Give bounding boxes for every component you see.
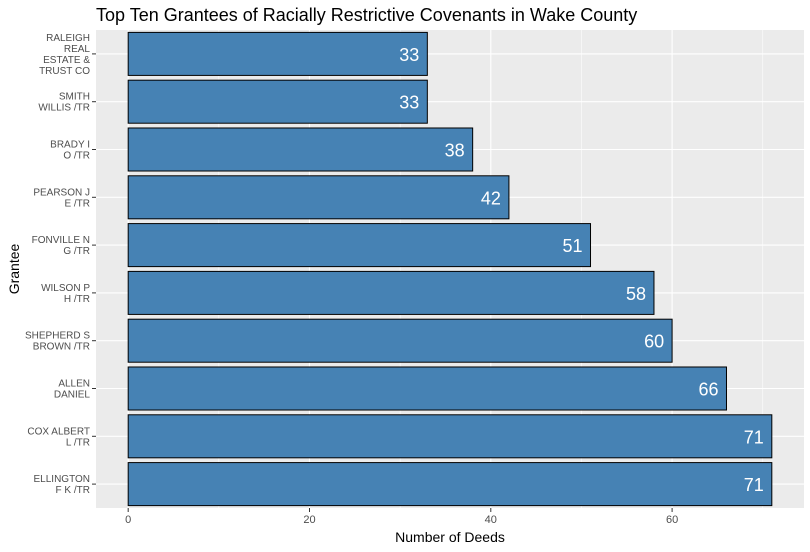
- y-tick-label: RALEIGH REAL ESTATE & TRUST CO: [39, 33, 90, 77]
- bar: [127, 31, 428, 76]
- bar-value-label: 58: [626, 284, 646, 304]
- bars: 33 33 38 42 51 58 60 66 71 71: [127, 31, 773, 507]
- bar: [127, 366, 727, 411]
- x-tick-label: 20: [303, 514, 315, 526]
- y-tick-label: SHEPHERD S BROWN /TR: [25, 331, 90, 353]
- bar: [127, 175, 510, 220]
- bar-value-label: 51: [562, 236, 582, 256]
- x-tick-labels: 0 20 40 60: [125, 508, 678, 526]
- bar-value-label: 38: [445, 141, 465, 161]
- x-axis-title: Number of Deeds: [395, 529, 505, 545]
- bar-value-label: 42: [481, 188, 501, 208]
- bar: [127, 223, 592, 268]
- chart-title: Top Ten Grantees of Racially Restrictive…: [96, 5, 638, 25]
- bar-value-label: 71: [744, 475, 764, 495]
- bar-value-label: 66: [698, 380, 718, 400]
- x-tick-label: 60: [666, 514, 678, 526]
- y-tick-labels: RALEIGH REAL ESTATE & TRUST CO SMITH WILLIS /…: [25, 33, 96, 496]
- bar-value-label: 60: [644, 332, 664, 352]
- x-tick-label: 40: [485, 514, 497, 526]
- bar: [127, 127, 474, 172]
- y-tick-label: ALLEN DANIEL: [54, 379, 91, 401]
- bar: [127, 414, 773, 459]
- y-axis-title: Grantee: [6, 243, 22, 294]
- y-tick-label: COX ALBERT L /TR: [27, 426, 90, 448]
- y-tick-label: SMITH WILLIS /TR: [38, 92, 90, 114]
- bar: [127, 318, 673, 363]
- bar: [127, 79, 428, 124]
- bar-value-label: 33: [399, 93, 419, 113]
- y-tick-label: ELLINGTON F K /TR: [34, 474, 91, 496]
- bar-value-label: 71: [744, 427, 764, 447]
- bar: [127, 270, 655, 315]
- x-tick-label: 0: [125, 514, 131, 526]
- bar-value-label: 33: [399, 45, 419, 65]
- bar: [127, 462, 773, 507]
